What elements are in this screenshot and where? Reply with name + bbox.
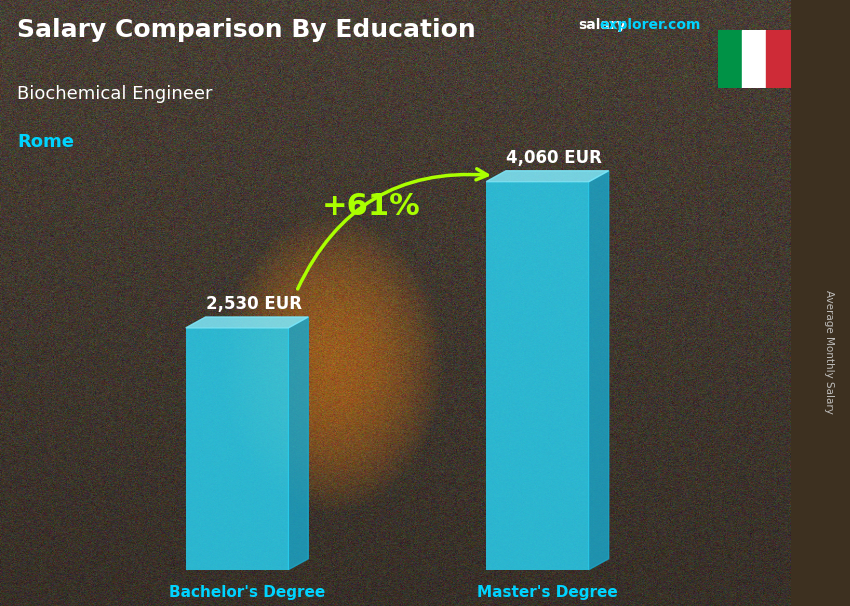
Polygon shape: [589, 171, 609, 570]
Text: salary: salary: [578, 18, 626, 32]
Polygon shape: [288, 317, 309, 570]
Text: Salary Comparison By Education: Salary Comparison By Education: [17, 18, 476, 42]
FancyBboxPatch shape: [186, 328, 288, 570]
Text: 2,530 EUR: 2,530 EUR: [206, 295, 302, 313]
Text: Rome: Rome: [17, 133, 74, 152]
Text: Average Monthly Salary: Average Monthly Salary: [824, 290, 834, 413]
Polygon shape: [486, 171, 609, 182]
Bar: [718, 30, 742, 88]
Text: Biochemical Engineer: Biochemical Engineer: [17, 85, 212, 103]
Text: 4,060 EUR: 4,060 EUR: [506, 148, 602, 167]
Bar: [742, 30, 767, 88]
Bar: [767, 30, 791, 88]
Text: Bachelor's Degree: Bachelor's Degree: [169, 585, 326, 600]
Text: Master's Degree: Master's Degree: [477, 585, 618, 600]
Text: explorer.com: explorer.com: [599, 18, 700, 32]
FancyBboxPatch shape: [486, 182, 589, 570]
Text: +61%: +61%: [322, 191, 421, 221]
Polygon shape: [186, 317, 309, 328]
